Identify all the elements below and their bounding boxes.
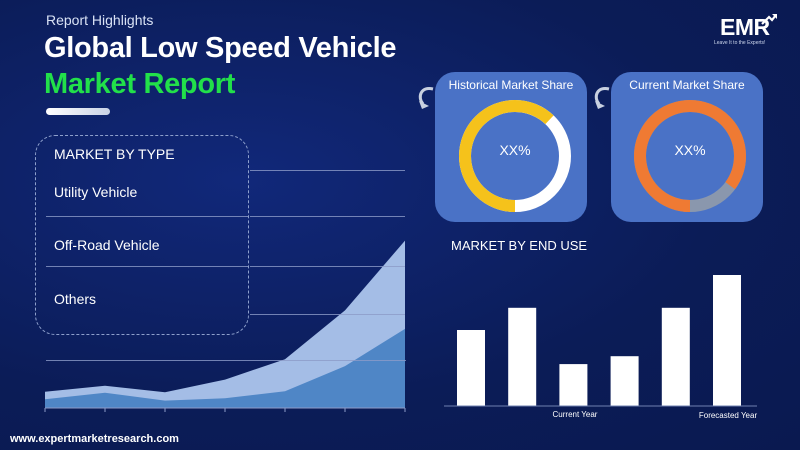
area-series-1 [45,240,405,408]
current-donut [634,100,746,212]
type-divider [46,266,248,267]
end-use-bar [713,275,741,406]
grid-line [46,360,406,361]
grid-line [250,314,405,315]
grid-line [250,266,405,267]
type-item-utility-vehicle: Utility Vehicle [54,184,138,200]
market-by-type-heading: MARKET BY TYPE [54,146,175,162]
historical-card-title: Historical Market Share [448,78,574,92]
logo-tagline: Leave It to the Experts! [714,40,766,46]
current-share-value: XX% [674,142,706,158]
market-by-end-use-heading: MARKET BY END USE [451,238,588,253]
historical-share-value: XX% [499,142,531,158]
type-item-others: Others [54,291,97,307]
historical-donut [459,100,571,212]
type-item-off-road-vehicle: Off-Road Vehicle [54,237,160,253]
end-use-bar [661,307,690,407]
footer-url: www.expertmarketresearch.com [10,433,179,445]
loop-arrow-icon [594,87,610,109]
end-use-bar [508,307,537,407]
type-divider [46,216,248,217]
report-eyebrow: Report Highlights [46,12,154,28]
title-underline [46,108,110,115]
end-use-bar [559,364,588,406]
grid-line [250,170,405,171]
end-use-bar [610,356,639,406]
logo-text: EMR [720,14,770,40]
historical-market-share-card: Historical Market Share XX% [435,72,587,222]
emr-logo: EMR Leave It to the Experts! [710,14,782,48]
market-by-type-box [35,135,249,335]
report-title-line1: Global Low Speed Vehicle [44,32,397,64]
logo-arrow-icon [761,14,777,25]
bar-label-current-year: Current Year [552,410,598,419]
end-use-bar [457,330,485,406]
current-market-share-card: Current Market Share XX% [611,72,763,222]
donut-share-arc [459,100,571,212]
current-card-title: Current Market Share [629,78,745,92]
loop-arrow-icon [418,87,434,109]
bar-label-forecasted-year: Forecasted Year [698,411,758,420]
area-series-2 [45,328,405,408]
report-title-line2: Market Report [44,68,236,100]
donut-share-arc [634,100,746,212]
grid-line [250,216,405,217]
